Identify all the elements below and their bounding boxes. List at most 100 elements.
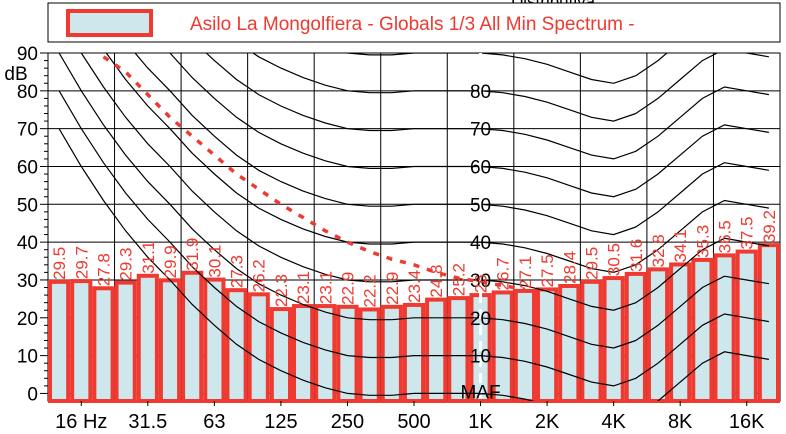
legend-label: Asilo La Mongolfiera - Globals 1/3 All M…	[190, 14, 635, 35]
bar	[447, 296, 470, 403]
y-tick-label: 20	[17, 309, 38, 330]
bar-value-label: 28.4	[560, 251, 579, 284]
y-axis-label: dB	[4, 64, 27, 85]
loudness-curve	[80, 53, 770, 311]
legend-swatch	[66, 9, 153, 37]
bar-value-label: 29.7	[72, 246, 91, 279]
bar-value-label: 32.8	[649, 234, 668, 267]
bar	[48, 279, 71, 404]
y-tick-label: 80	[17, 82, 38, 103]
bar-value-label: 24.8	[427, 265, 446, 298]
dashed-reference-curve	[102, 55, 526, 292]
bar	[292, 304, 315, 403]
bar-value-label: 29.3	[117, 248, 136, 281]
bar	[269, 307, 292, 403]
bar-value-label: 23.1	[316, 271, 335, 304]
curve-label: MAF	[460, 382, 500, 403]
bar-value-label: 31.6	[627, 239, 646, 272]
bar-value-label: 22.3	[272, 274, 291, 307]
x-tick-label: 500	[397, 411, 430, 433]
x-tick-label: 250	[331, 411, 364, 433]
bar	[380, 304, 403, 404]
x-tick-label: 4K	[601, 411, 626, 433]
bar-value-label: 22.9	[338, 272, 357, 305]
bar-value-label: 31.1	[139, 241, 158, 274]
bar-value-label: 27.8	[94, 253, 113, 286]
bar	[136, 273, 159, 403]
bar	[70, 279, 93, 404]
curve-label: 10	[470, 347, 491, 368]
curve-label: 50	[470, 195, 491, 216]
bar	[247, 292, 270, 404]
y-tick-label: 70	[17, 120, 38, 141]
bar-value-label: 22.9	[383, 272, 402, 305]
curve-label: 20	[470, 309, 491, 330]
bar	[92, 286, 115, 403]
bar-value-label: 36.5	[716, 220, 735, 253]
bar	[536, 287, 559, 404]
curve-label: 60	[470, 157, 491, 178]
loudness-curve	[252, 53, 770, 122]
bar	[114, 280, 137, 403]
bar-value-label: 27.3	[228, 255, 247, 288]
bar-value-label: 29.5	[50, 247, 69, 280]
curve-label: 40	[470, 233, 491, 254]
bar	[181, 270, 204, 403]
bar	[225, 288, 248, 403]
bar	[713, 253, 736, 403]
bar-value-label: 30.5	[605, 243, 624, 276]
bar	[669, 262, 692, 403]
curve-label: 70	[470, 120, 491, 141]
bar-value-label: 22.2	[361, 274, 380, 307]
loudness-curve	[169, 53, 769, 198]
bar-value-label: 23.1	[294, 271, 313, 304]
bar	[402, 302, 426, 404]
bar	[158, 278, 182, 403]
x-tick-label: 16 Hz	[55, 411, 107, 433]
loudness-curve	[134, 53, 770, 236]
bar-value-labels: 29.5 29.7 27.8 29.3 31.1 29.9 31.9 30.1 27.3 26.2…	[50, 210, 779, 307]
bar	[646, 267, 670, 403]
bar-value-label: 29.5	[582, 247, 601, 280]
y-tick-label: 50	[17, 195, 38, 216]
bar-value-label: 27.1	[516, 256, 535, 289]
bar-value-label: 26.7	[494, 257, 513, 290]
loudness-curve	[58, 128, 770, 401]
loudness-curve	[58, 53, 769, 349]
bar-value-label: 37.5	[738, 216, 757, 249]
y-tick-label: 40	[17, 233, 38, 254]
bar	[558, 284, 581, 403]
x-tick-label: 31.5	[128, 411, 167, 433]
bar	[691, 257, 714, 403]
loudness-curve	[345, 53, 668, 84]
loudness-curves	[58, 53, 770, 401]
loudness-curve	[205, 53, 770, 160]
y-tick-label: 60	[17, 157, 38, 178]
bar-value-label: 39.2	[760, 210, 779, 243]
x-tick-label: 63	[203, 411, 225, 433]
bar	[314, 304, 337, 403]
bar	[735, 249, 758, 403]
x-tick-label: 16K	[729, 411, 765, 433]
bar	[203, 277, 226, 403]
bar-value-label: 35.3	[693, 225, 712, 258]
x-tick-label: 125	[264, 411, 297, 433]
x-tick-label: 1K	[468, 411, 493, 433]
bar	[425, 297, 448, 404]
y-tick-label: 30	[17, 271, 38, 292]
bar	[757, 243, 780, 403]
bars	[48, 243, 780, 404]
curve-label: 80	[470, 82, 491, 103]
loudness-curve	[105, 53, 770, 274]
bar	[602, 276, 625, 403]
legend-box: Asilo La Mongolfiera - Globals 1/3 All M…	[47, 2, 781, 43]
bar-value-label: 23.4	[405, 270, 424, 303]
bar-value-label: 34.1	[671, 229, 690, 262]
bar	[358, 307, 381, 404]
bar-value-label: 25.2	[449, 263, 468, 296]
bar	[513, 288, 536, 403]
bar-value-label: 31.9	[183, 238, 202, 271]
y-tick-label: 0	[27, 384, 38, 405]
